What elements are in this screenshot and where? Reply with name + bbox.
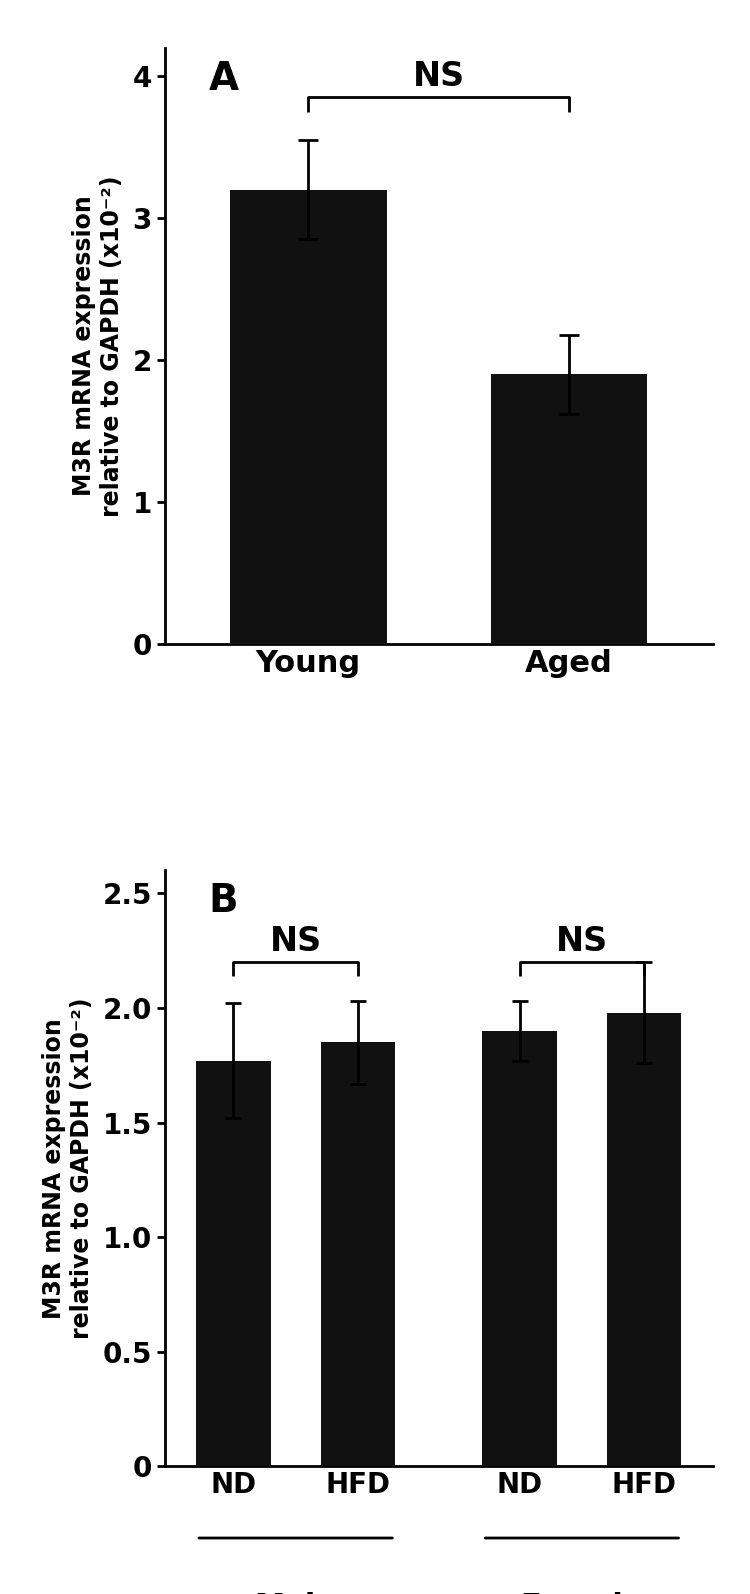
Text: Female: Female (520, 1592, 644, 1594)
Text: NS: NS (556, 925, 608, 958)
Bar (196, 1060, 271, 1466)
Bar (230, 190, 386, 644)
Bar (607, 1012, 682, 1466)
Bar (320, 1042, 395, 1466)
Text: B: B (209, 883, 238, 920)
Bar (482, 1031, 557, 1466)
Text: Male: Male (255, 1592, 337, 1594)
Bar (491, 375, 647, 644)
Text: NS: NS (269, 925, 322, 958)
Text: A: A (209, 59, 239, 97)
Y-axis label: M3R mRNA expression
relative to GAPDH (x10⁻²): M3R mRNA expression relative to GAPDH (x… (42, 998, 94, 1339)
Text: NS: NS (413, 61, 465, 92)
Y-axis label: M3R mRNA expression
relative to GAPDH (x10⁻²): M3R mRNA expression relative to GAPDH (x… (72, 175, 124, 516)
